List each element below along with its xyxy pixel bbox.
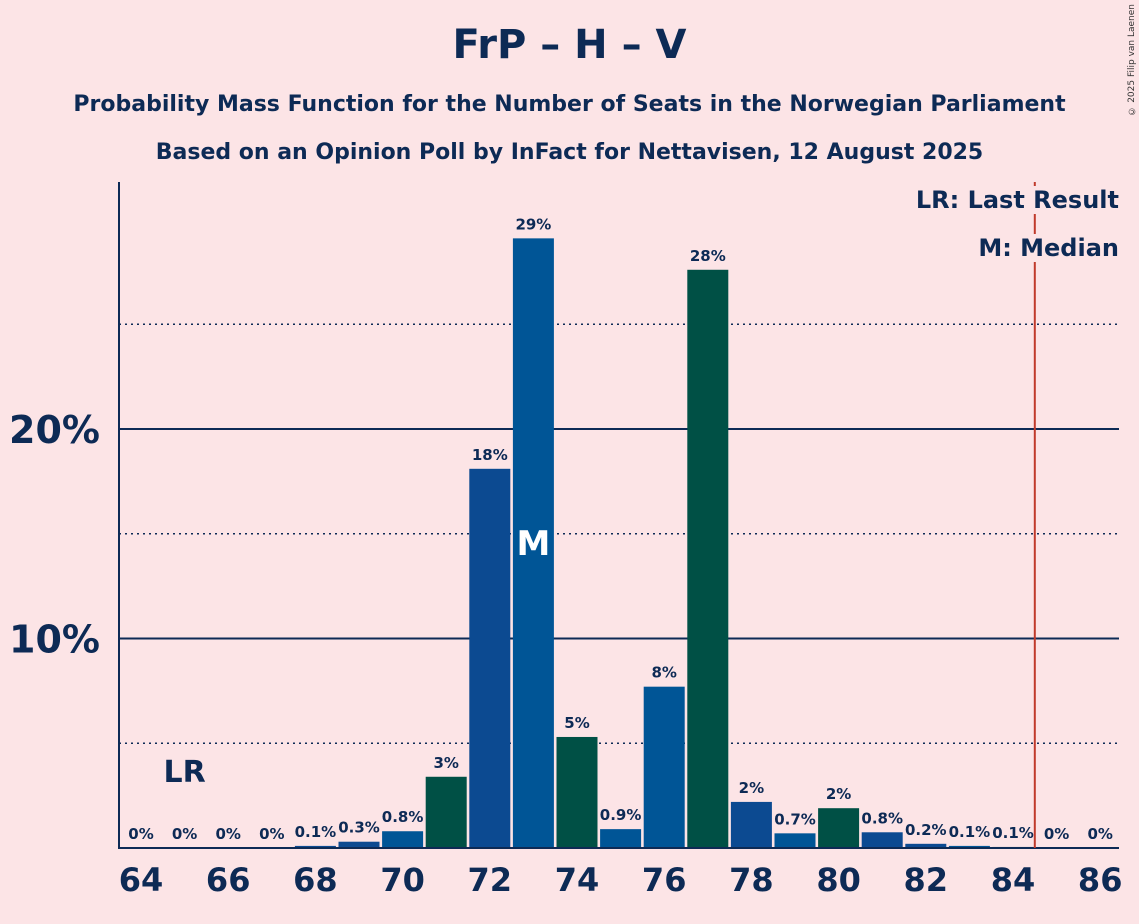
chart-title: FrP – H – V	[452, 22, 687, 68]
y-tick-label: 10%	[9, 618, 100, 662]
y-tick-label: 20%	[9, 408, 100, 452]
bar-81	[861, 832, 903, 848]
bar-75	[600, 829, 642, 848]
bar-value-label-75: 0.9%	[600, 806, 642, 824]
bar-value-label-81: 0.8%	[861, 809, 903, 827]
chart-subtitle: Probability Mass Function for the Number…	[73, 92, 1066, 117]
bar-74	[556, 736, 598, 848]
x-tick-label-82: 82	[904, 861, 949, 899]
bar-value-label-86: 0%	[1087, 825, 1112, 843]
x-tick-label-78: 78	[729, 861, 774, 899]
legend-last-result: LR: Last Result	[909, 186, 1119, 214]
bar-70	[382, 831, 424, 848]
bar-78	[730, 801, 772, 848]
bar-value-label-74: 5%	[564, 714, 589, 732]
bar-82	[905, 843, 947, 848]
bar-value-label-70: 0.8%	[382, 808, 424, 826]
bar-value-label-77: 28%	[690, 247, 726, 265]
x-tick-label-80: 80	[816, 861, 861, 899]
bar-value-label-73: 29%	[515, 215, 551, 233]
x-tick-label-64: 64	[119, 861, 164, 899]
bar-value-label-78: 2%	[739, 779, 764, 797]
bar-80	[818, 808, 860, 848]
bar-value-label-85: 0%	[1044, 825, 1069, 843]
x-tick-label-76: 76	[642, 861, 687, 899]
bar-value-label-80: 2%	[826, 785, 851, 803]
last-result-marker: LR	[163, 755, 205, 790]
bar-value-label-84: 0.1%	[992, 824, 1034, 842]
x-tick-label-70: 70	[380, 861, 425, 899]
bar-value-label-66: 0%	[215, 825, 240, 843]
median-marker: M	[516, 524, 550, 564]
bar-value-label-68: 0.1%	[295, 823, 337, 841]
x-tick-label-74: 74	[555, 861, 600, 899]
bar-73	[512, 238, 554, 849]
chart-subtitle-source: Based on an Opinion Poll by InFact for N…	[155, 140, 984, 165]
bar-value-label-83: 0.1%	[949, 823, 991, 841]
bar-value-label-64: 0%	[128, 825, 153, 843]
bar-77	[687, 269, 729, 848]
bar-value-label-69: 0.3%	[338, 819, 380, 837]
bar-72	[469, 468, 511, 848]
x-tick-label-68: 68	[293, 861, 338, 899]
bar-value-label-72: 18%	[472, 446, 508, 464]
bar-value-label-65: 0%	[172, 825, 197, 843]
bar-76	[643, 686, 685, 848]
legend-median: M: Median	[972, 234, 1119, 262]
x-tick-label-72: 72	[468, 861, 513, 899]
bar-68	[294, 845, 336, 848]
x-tick-label-84: 84	[991, 861, 1036, 899]
bar-value-label-71: 3%	[433, 754, 458, 772]
bar-79	[774, 833, 816, 848]
bar-69	[338, 841, 380, 848]
bar-value-label-79: 0.7%	[774, 810, 816, 828]
bar-83	[948, 845, 990, 848]
bar-value-label-82: 0.2%	[905, 821, 947, 839]
bar-71	[425, 776, 467, 848]
x-tick-label-86: 86	[1078, 861, 1123, 899]
x-tick-label-66: 66	[206, 861, 251, 899]
bar-value-label-67: 0%	[259, 825, 284, 843]
bar-value-label-76: 8%	[651, 664, 676, 682]
